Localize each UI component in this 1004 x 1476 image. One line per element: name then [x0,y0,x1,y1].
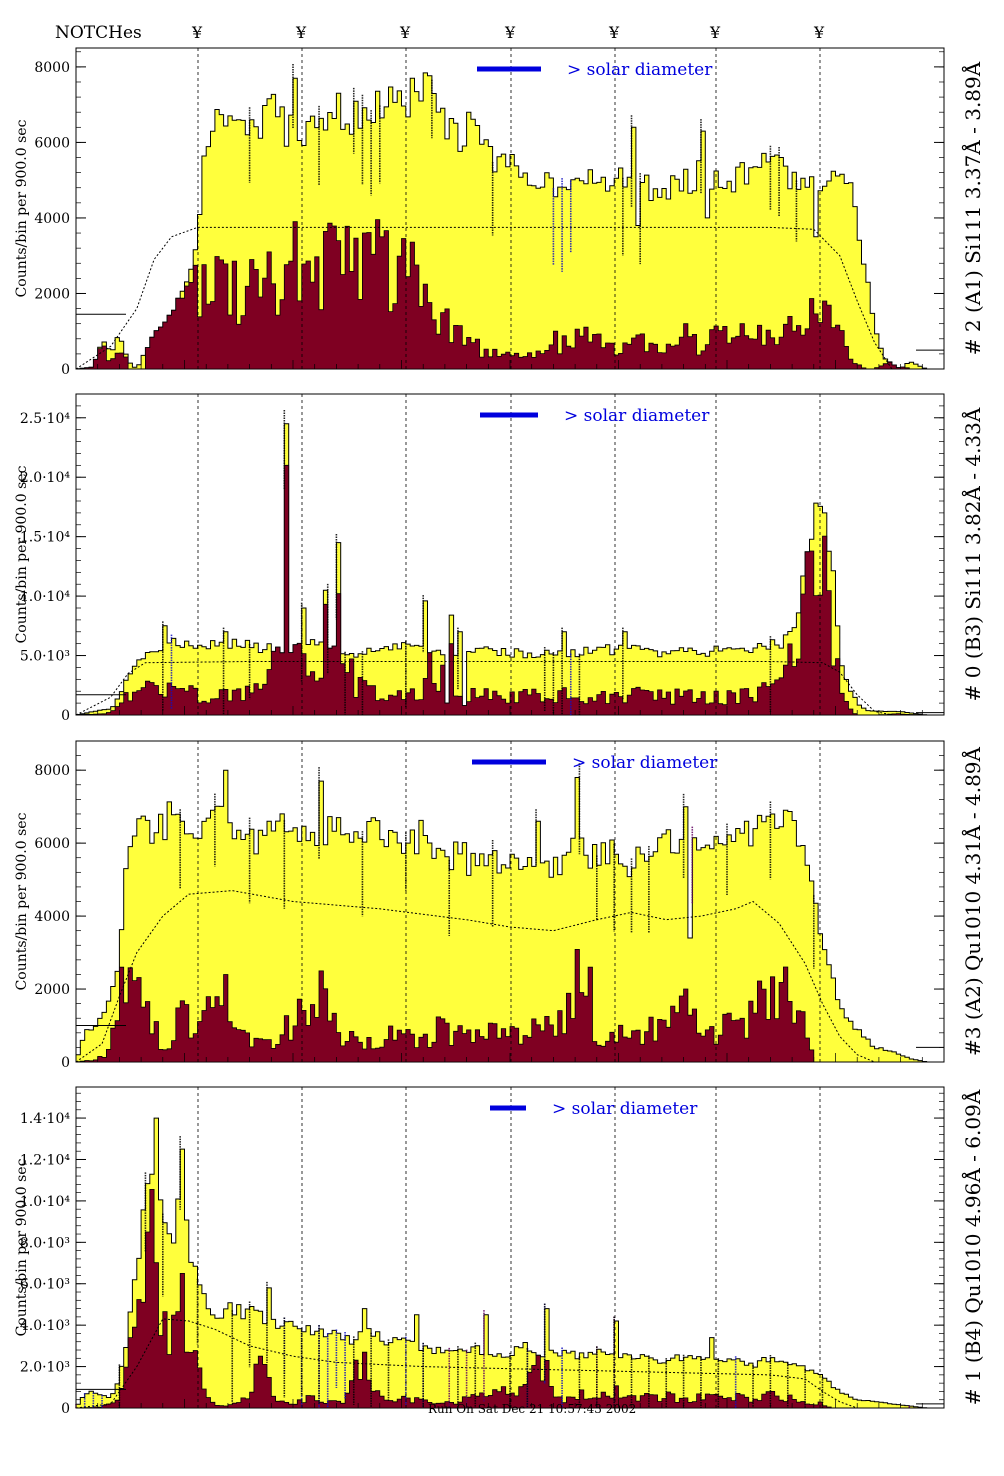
y-tick-label: 0 [61,708,70,724]
solar-diameter-label: > solar diameter [567,60,713,80]
y-tick-label: 4.0·10³ [20,1318,70,1334]
y-tick-label: 1.2·10⁴ [20,1152,71,1168]
panel-1: 0 2000 4000 6000 8000 Counts/bin per 900.0 se… [14,47,985,378]
foreground-histogram [75,464,944,716]
y-tick-label: 1.5·10⁴ [20,530,71,546]
foreground-histogram [75,949,944,1063]
notch-symbol: ¥ [504,23,516,42]
solar-diameter-label: > solar diameter [572,753,718,773]
background-histogram [75,769,944,1063]
y-tick-label: 1.4·10⁴ [20,1111,71,1127]
y-tick-label: 6.0·10³ [20,1277,70,1293]
background-histogram [75,423,944,716]
model-curve [75,226,893,370]
y-tick-label: 2.0·10³ [20,1360,70,1376]
y-axis-label: Counts/bin per 900.0 sec [14,1158,30,1336]
y-axis-label: Counts/bin per 900.0 sec [14,119,30,297]
y-tick-label: 2.0·10⁴ [20,470,71,486]
panel-3: 0 2000 4000 6000 8000 Counts/bin per 900.0 se… [14,740,985,1071]
y-tick-label: 2.5·10⁴ [20,411,71,427]
model-curve [75,1318,858,1409]
background-histogram [75,1117,944,1409]
notch-marks: ¥ ¥ ¥ ¥ ¥ ¥ ¥ [191,23,825,42]
notch-symbol: ¥ [399,23,411,42]
run-timestamp: Run On Sat Dec 21 10:57:43 2002 [428,1402,636,1416]
solar-diameter-bar [472,759,546,765]
y-tick-label: 5.0·10³ [20,649,70,665]
solar-diameter-label: > solar diameter [564,406,710,426]
notches-label: NOTCHes [55,23,142,43]
panel-4: 0 2.0·10³ 4.0·10³ 6.0·10³ 8.0·10³ 1.0·10⁴ 1.2·… [14,1086,985,1417]
panel-title: # 1 (B4) Qu1010 4.96Å - 6.09Å [960,1089,985,1405]
notch-symbol: ¥ [191,23,203,42]
notch-symbol: ¥ [295,23,307,42]
y-tick-label: 8000 [34,763,70,779]
y-axis-label: Counts/bin per 900.0 sec [14,465,30,643]
y-tick-label: 2000 [34,982,70,998]
notch-symbol: ¥ [709,23,721,42]
y-tick-label: 4000 [34,909,70,925]
panel-title: #3 (A2) Qu1010 4.31Å - 4.89Å [960,746,985,1055]
y-tick-label: 2000 [34,286,70,302]
y-tick-label: 8000 [34,60,70,76]
solar-diameter-bar [490,1105,526,1111]
y-tick-label: 4000 [34,211,70,227]
y-tick-label: 1.0·10⁴ [20,1194,71,1210]
y-tick-label: 6000 [34,836,70,852]
solar-diameter-bar [480,412,538,418]
panel-title: # 2 (A1) Si111 3.37Å - 3.89Å [960,61,985,355]
y-tick-label: 1.0·10⁴ [20,589,71,605]
model-curve [75,890,875,1063]
y-tick-label: 0 [61,1055,70,1071]
y-tick-label: 0 [61,1401,70,1417]
y-axis-label: Counts/bin per 900.0 sec [14,812,30,990]
notch-symbol: ¥ [608,23,620,42]
y-tick-label: 6000 [34,135,70,151]
notch-symbol: ¥ [813,23,825,42]
panel-2: 0 5.0·10³ 1.0·10⁴ 1.5·10⁴ 2.0·10⁴ 2.5·10⁴ Coun… [14,393,985,724]
panel-title: # 0 (B3) Si111 3.82Å - 4.33Å [960,407,985,701]
solar-diameter-bar [477,66,541,72]
solar-diameter-label: > solar diameter [552,1099,698,1119]
y-tick-label: 8.0·10³ [20,1235,70,1251]
foreground-histogram [75,219,944,370]
y-tick-label: 0 [61,362,70,378]
